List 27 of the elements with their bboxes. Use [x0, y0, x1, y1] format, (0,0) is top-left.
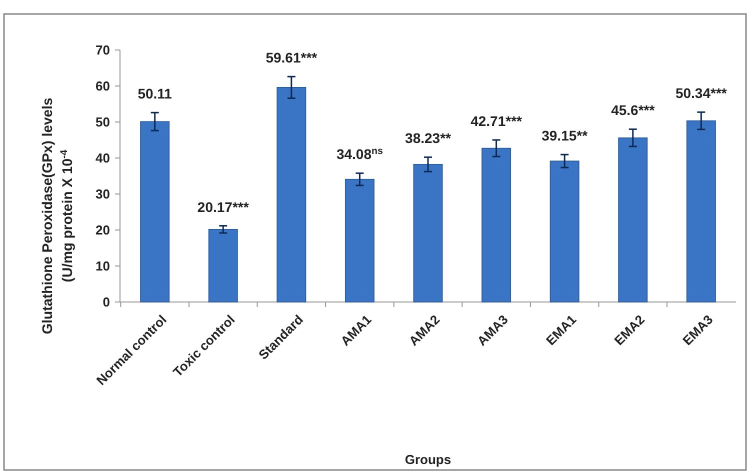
data-label: 34.08$^{ns}$ [336, 146, 384, 162]
data-label: 42.71*** [470, 112, 523, 129]
data-label: 20.17*** [197, 198, 250, 215]
data-label: 39.15** [542, 128, 588, 144]
bar [140, 121, 170, 302]
y-tick-label: 0 [102, 294, 110, 310]
y-tick-label: 50 [96, 114, 110, 130]
bar [618, 137, 648, 302]
data-label: 59.61*** [266, 50, 318, 66]
data-label: 50.34*** [675, 85, 728, 102]
bar [550, 160, 580, 302]
y-tick-label: 30 [96, 186, 110, 202]
data-label: 50.11 [138, 86, 172, 102]
data-label: 45.6*** [611, 102, 656, 118]
y-tick-label: 40 [96, 150, 110, 166]
bar [208, 228, 238, 302]
y-tick-label: 70 [96, 42, 110, 58]
bar [482, 148, 512, 302]
bar [686, 120, 716, 302]
data-label: 38.23** [405, 130, 452, 146]
y-tick-label: 20 [96, 222, 110, 238]
bar [413, 164, 443, 302]
bar [276, 87, 306, 302]
y-tick-label: 10 [96, 258, 110, 274]
x-axis-title: Groups [404, 452, 452, 467]
y-tick-label: 60 [96, 78, 110, 94]
bar [344, 178, 374, 302]
